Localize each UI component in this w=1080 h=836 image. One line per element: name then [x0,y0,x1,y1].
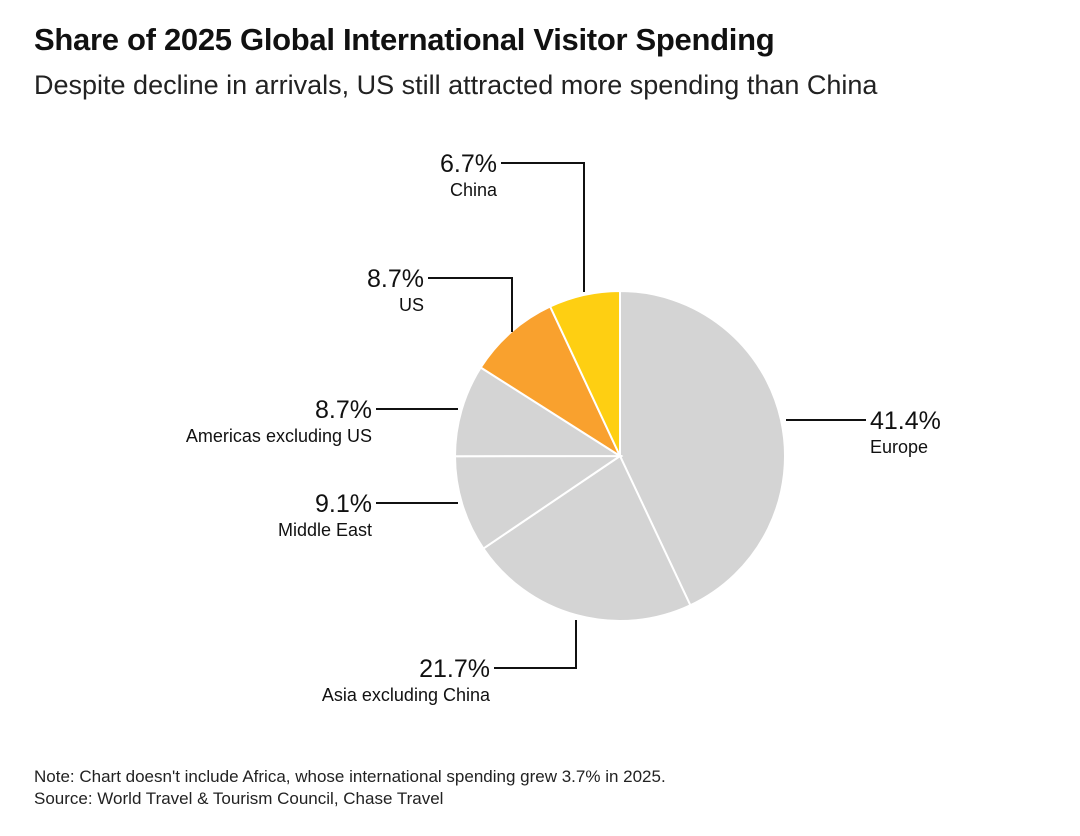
chart-footer: Note: Chart doesn't include Africa, whos… [34,766,666,810]
pie-slice-asia-excluding-china [482,454,692,622]
value-label-americas-excluding-us: 8.7% [315,396,372,424]
value-label-europe: 41.4% [870,407,941,435]
category-label-us: US [399,295,424,315]
source-note: Source: World Travel & Tourism Council, … [34,789,444,808]
value-label-us: 8.7% [367,265,424,293]
pie-chart: 41.4%Europe 21.7%Asia excluding China 9.1%… [186,150,941,705]
footnote: Note: Chart doesn't include Africa, whos… [34,767,666,786]
pie-slice-europe [619,289,786,607]
value-label-china: 6.7% [440,150,497,178]
chart-title: Share of 2025 Global International Visit… [34,22,775,57]
category-label-americas-excluding-us: Americas excluding US [186,426,372,446]
chart-subtitle: Despite decline in arrivals, US still at… [34,70,878,100]
category-label-china: China [450,180,498,200]
category-label-middle-east: Middle East [278,520,372,540]
category-label-asia-excluding-china: Asia excluding China [322,685,491,705]
category-label-europe: Europe [870,437,928,457]
leader-line-asia-excluding-china [494,620,577,669]
pie-slice-us [479,305,623,459]
value-label-asia-excluding-china: 21.7% [419,655,490,683]
leader-lines [376,162,866,669]
pie-slice-middle-east [453,454,624,550]
pie-slice-americas-excluding-us [453,366,624,458]
pie-slices [453,289,786,622]
pie-slice-china [548,289,621,457]
leader-line-us [428,277,513,332]
value-label-middle-east: 9.1% [315,490,372,518]
leader-line-china [501,162,585,292]
slice-labels: 41.4%Europe 21.7%Asia excluding China 9.1%… [186,150,941,705]
